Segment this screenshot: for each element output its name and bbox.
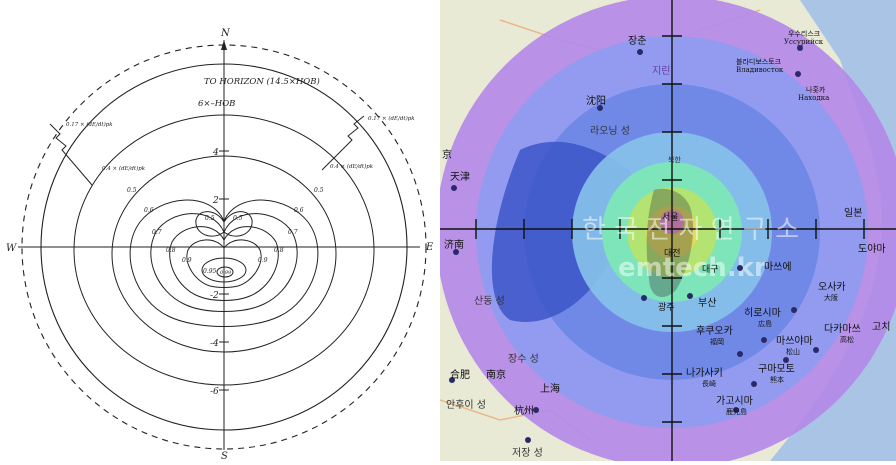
region-anhui: 안후이 성 bbox=[446, 399, 486, 411]
city-takamatsu: 다카마쓰 bbox=[824, 323, 861, 335]
city-kochi: 고치 bbox=[872, 321, 890, 333]
tick-label-down2: -2 bbox=[210, 291, 219, 301]
region-liaoning: 라오닝 성 bbox=[590, 125, 630, 137]
contour-0.95 bbox=[201, 257, 247, 283]
contour-label-08-left: 0.8 bbox=[166, 247, 176, 254]
contour-0.9 bbox=[186, 239, 262, 288]
ratio-label-right2: 0.4 × (dE/dt)pk bbox=[330, 163, 374, 170]
city-osaka: 오사카 bbox=[818, 281, 846, 293]
region-zhejiang: 저장 성 bbox=[512, 447, 543, 459]
lobe-label-right: 0.5 bbox=[233, 215, 243, 222]
city-busan: 부산 bbox=[698, 297, 716, 309]
watermark-url: emtech.kr bbox=[618, 253, 767, 283]
compass-east: E bbox=[425, 242, 434, 253]
city-hiroshima-kanji: 広島 bbox=[758, 319, 772, 328]
city-jinan: 济南 bbox=[444, 238, 464, 251]
ratio-label-right: 0.17 × (dE/dt)pk bbox=[368, 115, 415, 122]
city-nagasaki-kanji: 長崎 bbox=[702, 379, 716, 388]
city-fukuoka-kanji: 福岡 bbox=[710, 337, 724, 346]
city-toyama: 도야마 bbox=[858, 243, 886, 255]
city-nanjing: 南京 bbox=[486, 368, 506, 381]
city-kumamoto-kanji: 熊本 bbox=[770, 375, 784, 384]
contour-label-09-right: 0.9 bbox=[258, 257, 268, 264]
city-daejeon: 대전 bbox=[664, 248, 681, 259]
pointer-right bbox=[321, 115, 365, 171]
contour-label-07-left: 0.7 bbox=[152, 229, 162, 236]
city-nakhodka-ru: Находка bbox=[798, 94, 829, 102]
region-jilin: 지린 bbox=[652, 65, 670, 77]
tick-label-down6: -6 bbox=[210, 387, 219, 397]
ratio-label-left: 0.17 × (dE/dt)pk bbox=[66, 121, 113, 128]
emp-range-map: 한 국 전 자 연 구 소 emtech.kr bbox=[440, 0, 896, 461]
ratio-label-left2: 0.4 × (dE/dt)pk bbox=[102, 165, 146, 172]
city-dots bbox=[449, 45, 819, 443]
compass-south: S bbox=[221, 451, 228, 461]
emp-contour-diagram: N S E W TO HORIZON (14.5×HOB) 6×–HOB 4 2… bbox=[0, 0, 440, 462]
north-arrow bbox=[221, 40, 227, 50]
compass-west: W bbox=[6, 243, 17, 254]
city-nagasaki: 나가사키 bbox=[686, 367, 723, 379]
contour-label-06-right: 0.6 bbox=[294, 207, 304, 214]
tick-label-up4: 4 bbox=[212, 148, 219, 158]
contour-diagram-svg: N S E W TO HORIZON (14.5×HOB) 6×–HOB 4 2… bbox=[6, 28, 434, 462]
country-japan: 일본 bbox=[844, 207, 862, 219]
contour-label-09-left: 0.9 bbox=[182, 257, 192, 264]
city-vladivostok-ko: 블라디보스토크 bbox=[736, 57, 782, 66]
city-osaka-kanji: 大阪 bbox=[824, 293, 838, 302]
city-seoul: 서울 bbox=[662, 212, 679, 223]
contour-label-05-left: 0.5 bbox=[127, 187, 137, 194]
city-kumamoto: 구마모토 bbox=[758, 363, 795, 375]
city-hangzhou: 杭州 bbox=[514, 404, 534, 417]
contour-label-08-right: 0.8 bbox=[274, 247, 284, 254]
contour-label-099: 0.99 bbox=[220, 270, 232, 276]
watermark-title: 한 국 전 자 연 구 소 bbox=[582, 215, 799, 245]
city-takamatsu-kanji: 高松 bbox=[840, 335, 854, 344]
city-hiroshima: 히로시마 bbox=[744, 307, 781, 319]
city-matsuyama: 마쓰야마 bbox=[776, 335, 813, 347]
lobe-left bbox=[195, 211, 225, 237]
contour-0.5 bbox=[111, 155, 337, 353]
city-shenyang: 沈阳 bbox=[586, 94, 606, 107]
city-ussuriysk-ko: 우수리스크 bbox=[788, 29, 821, 38]
city-ussuriysk-ru: Уссурийск bbox=[784, 38, 824, 46]
crosshair-ticks bbox=[475, 35, 865, 423]
region-north-korea: 북한 bbox=[668, 156, 681, 164]
city-gwangju: 광주 bbox=[658, 301, 675, 313]
horizon-label: TO HORIZON (14.5×HOB) bbox=[204, 76, 320, 87]
korean-peninsula bbox=[646, 188, 694, 298]
contour-0.6 bbox=[129, 199, 319, 327]
contour-0.4 bbox=[73, 114, 375, 386]
city-kagoshima-kanji: 鹿児島 bbox=[726, 407, 747, 416]
hob-label: 6×–HOB bbox=[198, 99, 235, 109]
city-beijing: 京 bbox=[442, 148, 452, 161]
map-svg: 한 국 전 자 연 구 소 emtech.kr bbox=[440, 0, 896, 461]
city-nakhodka-ko: 나홋카 bbox=[806, 85, 826, 94]
contour-label-095: 0.95 bbox=[203, 268, 217, 275]
city-vladivostok-ru: Владивосток bbox=[736, 66, 784, 74]
city-changchun: 장춘 bbox=[628, 35, 646, 47]
contour-0.99 bbox=[216, 266, 234, 278]
city-matsuyama-kanji: 松山 bbox=[786, 347, 800, 356]
city-fukuoka: 후쿠오카 bbox=[696, 325, 733, 337]
contour-label-05-right: 0.5 bbox=[314, 187, 324, 194]
contour-0.8 bbox=[169, 226, 279, 301]
lobe-right bbox=[223, 211, 253, 237]
contour-label-06-left: 0.6 bbox=[144, 207, 154, 214]
city-shanghai: 上海 bbox=[540, 382, 560, 395]
region-jiangsu: 장수 성 bbox=[508, 353, 539, 365]
region-shandong: 산동 성 bbox=[474, 295, 505, 307]
contour-label-07-right: 0.7 bbox=[288, 229, 298, 236]
city-daegu: 대구 bbox=[702, 264, 719, 275]
lobe-label-left: 0.5 bbox=[205, 215, 215, 222]
city-kagoshima: 가고시마 bbox=[716, 395, 753, 407]
city-tianjin: 天津 bbox=[450, 171, 470, 183]
compass-north: N bbox=[220, 28, 231, 39]
contour-0.7 bbox=[150, 213, 298, 312]
tick-label-up2: 2 bbox=[212, 196, 219, 206]
city-hefei: 合肥 bbox=[450, 368, 470, 381]
tick-label-down4: -4 bbox=[210, 339, 219, 349]
pointer-left bbox=[49, 123, 93, 186]
city-matsue: 마쓰에 bbox=[764, 261, 792, 273]
